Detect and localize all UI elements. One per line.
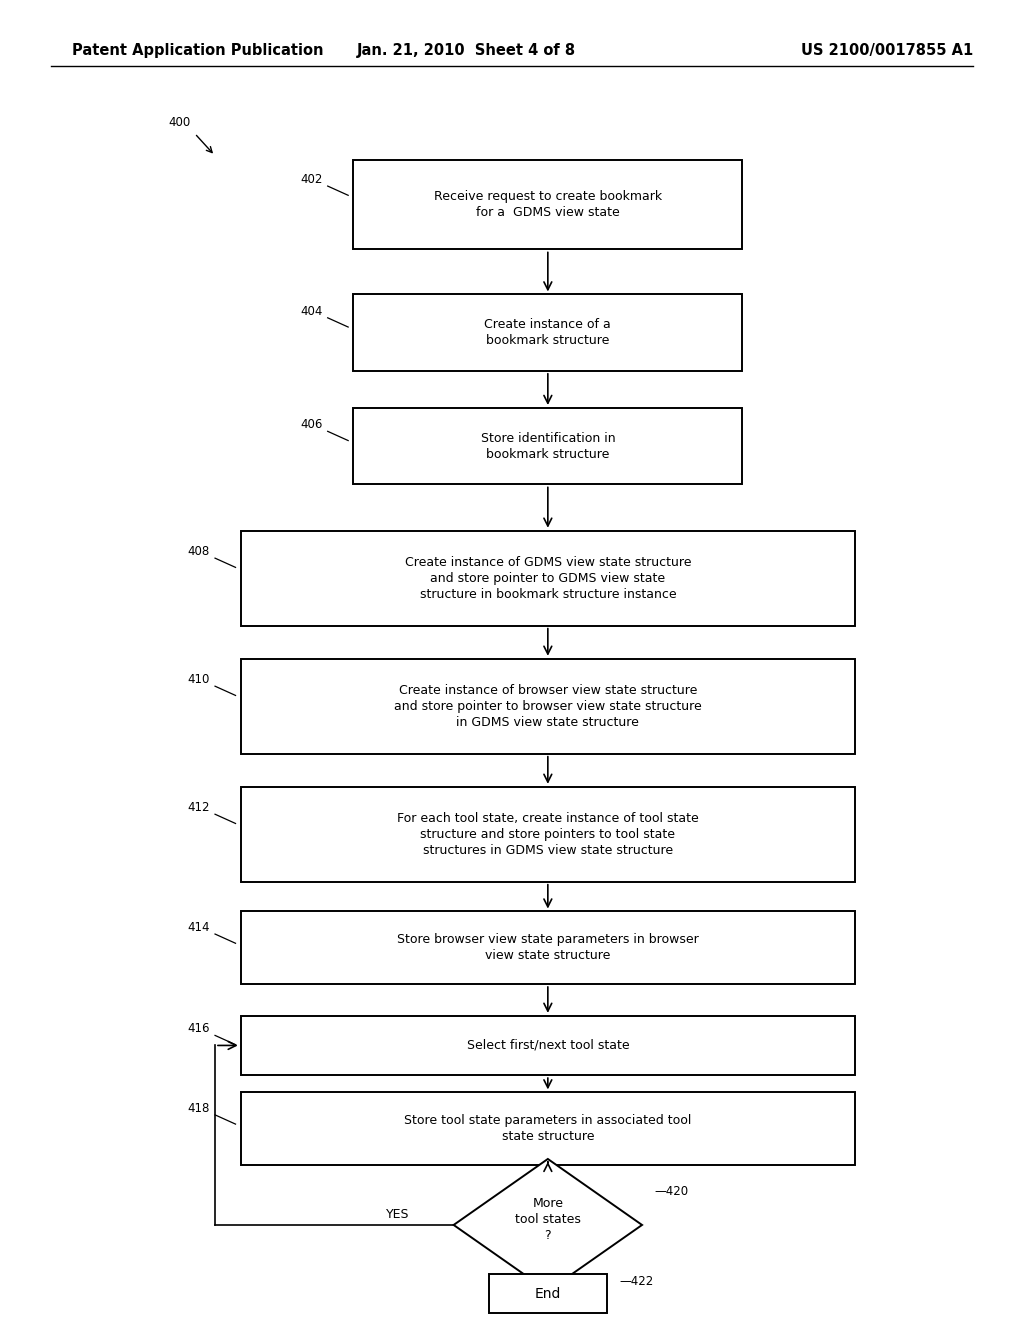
Bar	[241, 911, 855, 985]
Text: 410: 410	[187, 673, 210, 686]
Text: Select first/next tool state: Select first/next tool state	[467, 1039, 629, 1052]
Text: 414: 414	[187, 921, 210, 935]
Text: —420: —420	[654, 1185, 688, 1199]
Bar	[241, 1016, 855, 1074]
Text: YES: YES	[386, 1208, 409, 1221]
Text: Patent Application Publication: Patent Application Publication	[72, 42, 324, 58]
Text: Store browser view state parameters in browser
view state structure: Store browser view state parameters in b…	[397, 933, 698, 962]
Bar	[241, 1093, 855, 1166]
Text: NO: NO	[568, 1302, 588, 1315]
Bar	[241, 531, 855, 626]
Bar	[241, 659, 855, 754]
Text: Store identification in
bookmark structure: Store identification in bookmark structu…	[480, 432, 615, 461]
Text: Create instance of browser view state structure
and store pointer to browser vie: Create instance of browser view state st…	[394, 684, 701, 729]
Text: Store tool state parameters in associated tool
state structure: Store tool state parameters in associate…	[404, 1114, 691, 1143]
Text: US 2100/0017855 A1: US 2100/0017855 A1	[801, 42, 973, 58]
Bar	[353, 408, 742, 484]
Text: 400: 400	[168, 116, 190, 129]
Text: Receive request to create bookmark
for a  GDMS view state: Receive request to create bookmark for a…	[434, 190, 662, 219]
Text: —422: —422	[618, 1275, 653, 1288]
Text: 416: 416	[187, 1022, 210, 1035]
Text: 402: 402	[300, 173, 323, 186]
Text: 412: 412	[187, 801, 210, 814]
Text: More
tool states
?: More tool states ?	[515, 1197, 581, 1242]
Text: Create instance of a
bookmark structure: Create instance of a bookmark structure	[484, 318, 611, 347]
Text: 406: 406	[300, 418, 323, 432]
Polygon shape	[454, 1159, 642, 1291]
Text: Create instance of GDMS view state structure
and store pointer to GDMS view stat: Create instance of GDMS view state struc…	[404, 556, 691, 601]
Text: For each tool state, create instance of tool state
structure and store pointers : For each tool state, create instance of …	[397, 812, 698, 857]
Bar	[353, 294, 742, 371]
Text: 408: 408	[187, 545, 210, 558]
Bar	[353, 160, 742, 249]
Text: 404: 404	[300, 305, 323, 318]
Bar	[241, 787, 855, 882]
Text: 418: 418	[187, 1102, 210, 1115]
Text: Jan. 21, 2010  Sheet 4 of 8: Jan. 21, 2010 Sheet 4 of 8	[356, 42, 575, 58]
Bar	[489, 1274, 606, 1313]
Text: End: End	[535, 1287, 561, 1300]
